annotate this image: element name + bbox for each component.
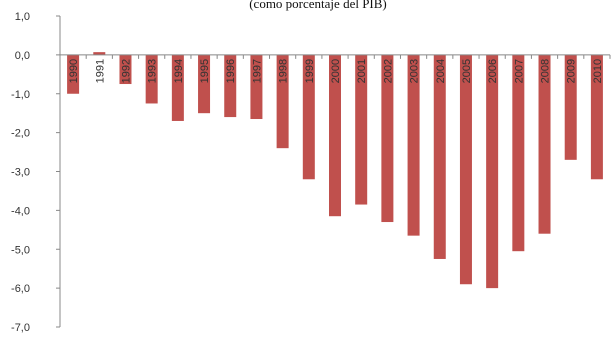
x-tick-label-2008: 2008 [540,59,552,83]
x-tick-label-2007: 2007 [513,59,525,83]
bars [67,52,603,288]
x-tick-label-2004: 2004 [435,59,447,83]
x-tick-label-1993: 1993 [147,59,159,83]
y-tick-label: -3,0 [11,167,30,179]
bar-2005 [460,55,472,284]
x-tick-label-2006: 2006 [487,59,499,83]
x-tick-label-2010: 2010 [592,59,604,83]
y-tick-label: -2,0 [11,128,30,140]
x-tick-label-1999: 1999 [304,59,316,83]
x-tick-label-1992: 1992 [120,59,132,83]
y-axis: 1,0 0,0 -1,0 -2,0 -3,0 -4,0 -5,0 -6,0 -7,0 [11,11,60,334]
x-tick-label-2002: 2002 [382,59,394,83]
x-tick-label-1998: 1998 [278,59,290,83]
x-tick-label-1995: 1995 [199,59,211,83]
y-tick-label: -7,0 [11,322,30,334]
x-tick-label-2003: 2003 [409,59,421,83]
x-tick-label-1996: 1996 [225,59,237,83]
y-tick-label: -6,0 [11,283,30,295]
bar-2006 [486,55,498,288]
bar-2004 [434,55,446,259]
y-tick-label: 0,0 [15,50,30,62]
x-axis: 1990 1991 1992 1993 1994 1995 1996 1997 1998 1999… [60,55,610,83]
x-tick-label-1991: 1991 [94,59,106,83]
x-tick-label-2009: 2009 [566,59,578,83]
y-tick-label: -4,0 [11,205,30,217]
chart-subtitle: (como porcentaje del PIB) [249,0,387,11]
x-tick-label-1997: 1997 [251,59,263,83]
y-tick-label: -1,0 [11,89,30,101]
x-tick-label-2000: 2000 [330,59,342,83]
y-tick-label: 1,0 [15,11,30,23]
x-tick-label-2005: 2005 [461,59,473,83]
y-tick-label: -5,0 [11,244,30,256]
x-tick-label-2001: 2001 [356,59,368,83]
x-tick-label-1990: 1990 [68,59,80,83]
x-tick-label-1994: 1994 [173,59,185,83]
